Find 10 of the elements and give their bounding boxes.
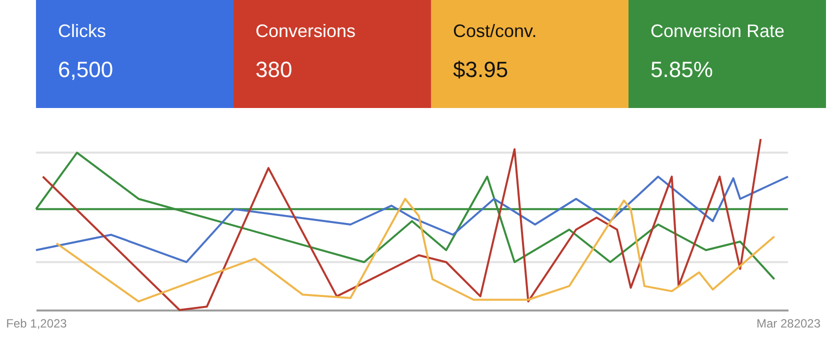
category-label: Clicks: [58, 21, 106, 41]
x-tick-label: Feb 1,2023: [6, 316, 68, 330]
category-label: Cost/conv.: [453, 21, 537, 41]
text: $3.95: [453, 57, 508, 82]
category-label: Conversion Rate: [650, 21, 785, 41]
category-label: Conversions: [256, 21, 356, 41]
x-tick-label: Mar 282023: [756, 316, 821, 330]
text: 6,500: [58, 57, 114, 82]
text: 380: [256, 57, 292, 82]
text: 5.85%: [650, 57, 713, 82]
